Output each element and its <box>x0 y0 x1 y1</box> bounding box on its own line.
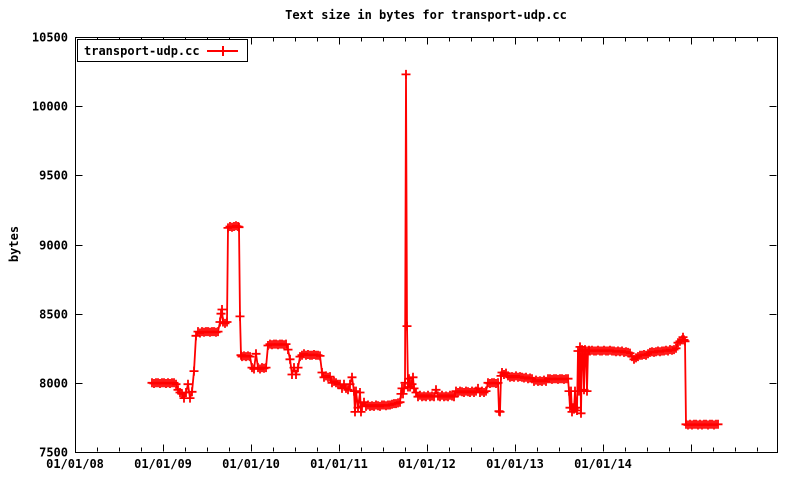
data-series-markers <box>147 69 723 430</box>
y-tick-label: 10500 <box>32 31 68 45</box>
y-tick-label: 8500 <box>39 308 68 322</box>
x-tick-label: 01/01/12 <box>398 457 456 471</box>
x-tick-label: 01/01/14 <box>574 457 632 471</box>
chart-title: Text size in bytes for transport-udp.cc <box>285 8 567 22</box>
y-tick-label: 9000 <box>39 239 68 253</box>
legend-series-label: transport-udp.cc <box>84 43 200 58</box>
data-series-line <box>151 74 718 426</box>
x-tick-label: 01/01/10 <box>222 457 280 471</box>
legend: transport-udp.cc <box>77 39 248 62</box>
y-tick-label: 9500 <box>39 169 68 183</box>
x-tick-label: 01/01/09 <box>134 457 192 471</box>
x-tick-label: 01/01/13 <box>486 457 544 471</box>
x-tick-label: 01/01/08 <box>46 457 104 471</box>
y-axis-title: bytes <box>7 225 21 263</box>
y-tick-label: 8000 <box>39 377 68 391</box>
y-tick-label: 7500 <box>39 446 68 460</box>
legend-line-sample-icon <box>206 45 238 56</box>
x-tick-label: 01/01/11 <box>310 457 368 471</box>
y-tick-label: 10000 <box>32 100 68 114</box>
